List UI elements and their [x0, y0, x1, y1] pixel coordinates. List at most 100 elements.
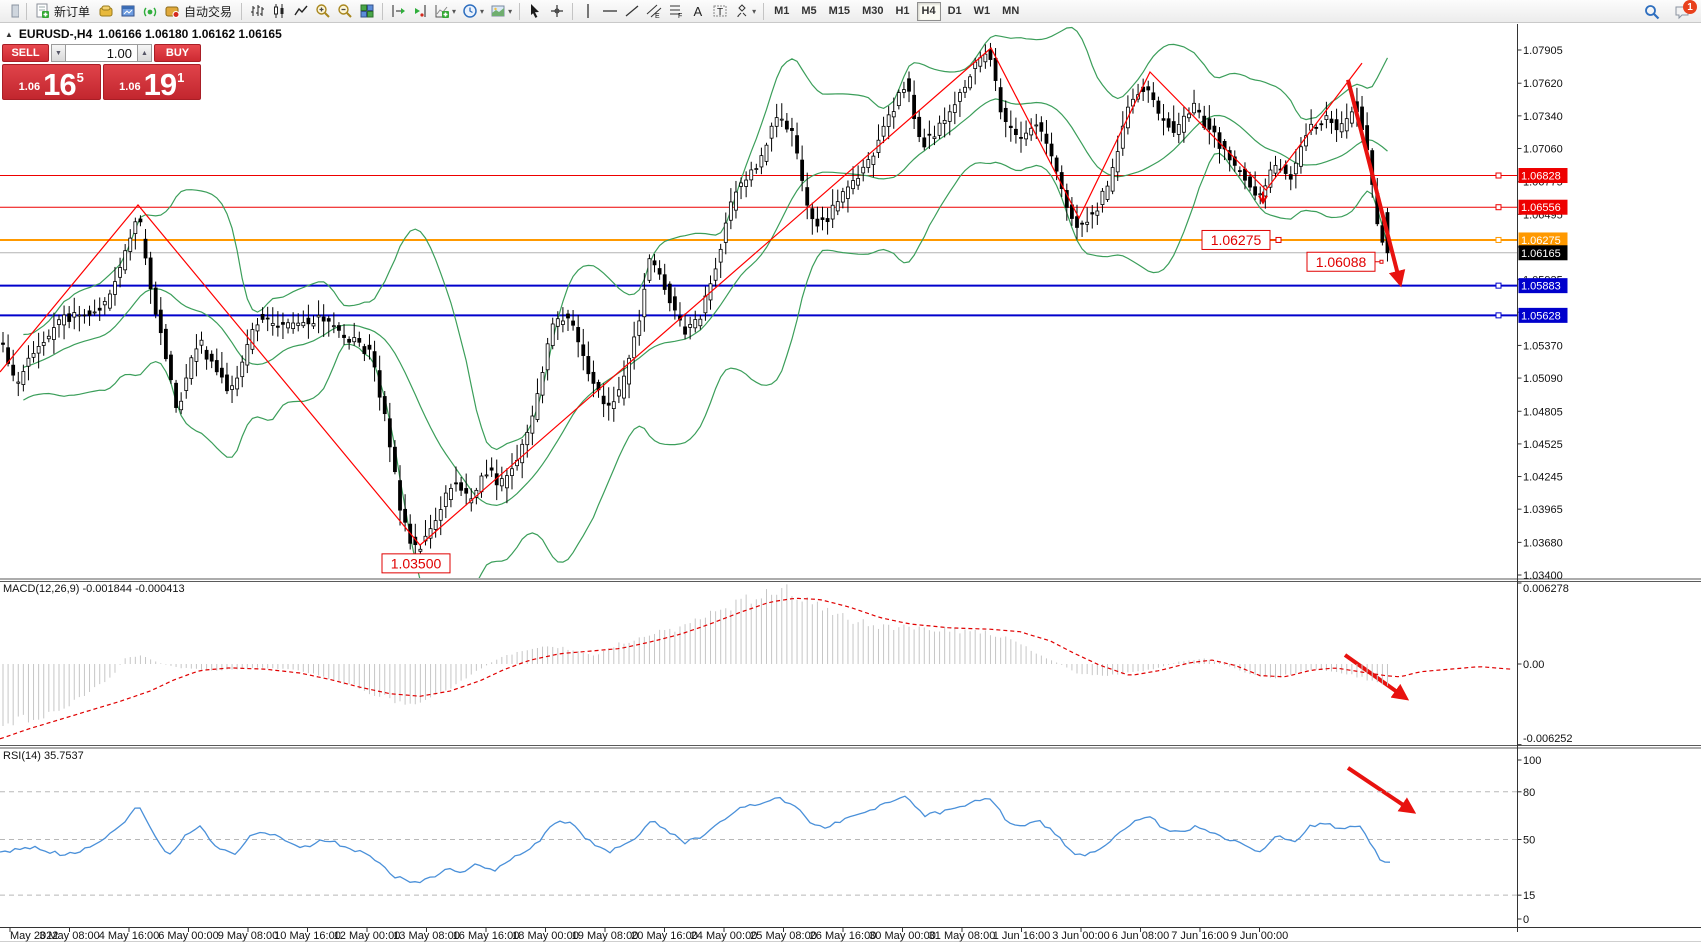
new-order-icon[interactable]	[32, 1, 52, 21]
notification-badge: 1	[1683, 0, 1697, 14]
svg-text:3 Jun 00:00: 3 Jun 00:00	[1052, 930, 1110, 942]
svg-text:16 May 16:00: 16 May 16:00	[453, 930, 520, 942]
bar-chart-icon[interactable]	[247, 1, 267, 21]
trend-line-icon[interactable]	[622, 1, 642, 21]
price-axis: 1.079051.076201.073401.070601.067751.064…	[1517, 45, 1573, 926]
candle-chart-icon[interactable]	[269, 1, 289, 21]
timeframe-h1[interactable]: H1	[895, 5, 910, 17]
line-chart-icon[interactable]	[291, 1, 311, 21]
timeframe-m15[interactable]: M15	[828, 5, 851, 17]
timeframe-m5[interactable]: M5	[801, 5, 817, 17]
svg-text:6 May 00:00: 6 May 00:00	[158, 930, 219, 942]
periods-clock-icon[interactable]	[460, 1, 480, 21]
shapes-icon[interactable]	[732, 1, 752, 21]
volume-increase-button[interactable]: ▲	[137, 44, 152, 62]
search-icon[interactable]	[1642, 2, 1662, 22]
text-label-icon[interactable]: T	[710, 1, 730, 21]
buy-button[interactable]: BUY	[154, 44, 201, 62]
periods-clock-dropdown[interactable]: ▾	[480, 6, 485, 16]
buy-price-tile[interactable]: 1.06 19 1	[102, 64, 201, 100]
svg-text:May 2022: May 2022	[10, 930, 58, 942]
template-image-dropdown[interactable]: ▾	[508, 6, 513, 16]
indicators-dropdown[interactable]: ▾	[452, 6, 457, 16]
svg-text:15: 15	[1523, 890, 1535, 902]
svg-text:10 May 16:00: 10 May 16:00	[274, 930, 341, 942]
crosshair-icon[interactable]	[547, 1, 567, 21]
timeframe-mn[interactable]: MN	[1002, 5, 1020, 17]
timeframe-m1[interactable]: M1	[774, 5, 790, 17]
sell-button[interactable]: SELL	[2, 44, 49, 62]
bollinger-bands	[23, 26, 1389, 578]
chart-shift-icon[interactable]	[388, 1, 408, 21]
toolbar-separator	[26, 2, 27, 20]
svg-text:1.03400: 1.03400	[1523, 570, 1563, 582]
svg-text:1 Jun 16:00: 1 Jun 16:00	[993, 930, 1051, 942]
chart-fragment-icon[interactable]	[1, 1, 21, 21]
volume-decrease-button[interactable]: ▼	[51, 44, 66, 62]
svg-text:3 May 08:00: 3 May 08:00	[39, 930, 100, 942]
panel-collapse-icon[interactable]: ▲	[5, 29, 13, 39]
charts-window-icon[interactable]	[118, 1, 138, 21]
toolbar-separator	[572, 2, 574, 20]
sell-price-sup: 5	[76, 70, 84, 85]
template-image-icon[interactable]	[488, 1, 508, 21]
svg-text:T: T	[717, 7, 723, 18]
timeframe-w1[interactable]: W1	[973, 5, 991, 17]
signals-icon[interactable]	[140, 1, 160, 21]
zoom-in-icon[interactable]	[313, 1, 333, 21]
auto-scroll-icon[interactable]	[410, 1, 430, 21]
svg-text:13 May 08:00: 13 May 08:00	[393, 930, 460, 942]
svg-text:20 May 16:00: 20 May 16:00	[631, 930, 698, 942]
svg-text:1.05628: 1.05628	[1521, 310, 1561, 322]
trend-arrows[interactable]	[1343, 79, 1417, 814]
toolbar-separator	[382, 2, 384, 20]
autotrade-label[interactable]: 自动交易	[184, 4, 233, 19]
gold-box-icon[interactable]	[96, 1, 116, 21]
timeframe-d1[interactable]: D1	[947, 5, 962, 17]
rsi-panel	[0, 791, 1518, 896]
buy-price-sup: 1	[177, 70, 185, 85]
svg-text:1.07060: 1.07060	[1523, 143, 1563, 155]
svg-text:9 May 08:00: 9 May 08:00	[218, 930, 279, 942]
cursor-icon[interactable]	[525, 1, 545, 21]
svg-text:4 May 16:00: 4 May 16:00	[99, 930, 160, 942]
svg-text:1.04805: 1.04805	[1523, 406, 1563, 418]
svg-text:25 May 08:00: 25 May 08:00	[750, 930, 817, 942]
svg-text:0.006278: 0.006278	[1523, 583, 1569, 595]
volume-field[interactable]: 1.00	[66, 44, 137, 62]
toolbar-separator	[519, 2, 521, 20]
svg-text:A: A	[694, 4, 703, 19]
timeframe-h4[interactable]: H4	[916, 1, 941, 21]
indicators-icon[interactable]	[432, 1, 452, 21]
fibonacci-icon[interactable]: F	[666, 1, 686, 21]
svg-text:26 May 16:00: 26 May 16:00	[810, 930, 877, 942]
price-annotations[interactable]: 1.06275 1.06088 1.03500	[381, 229, 1384, 574]
svg-text:9 Jun 00:00: 9 Jun 00:00	[1231, 930, 1289, 942]
tile-windows-icon[interactable]	[357, 1, 377, 21]
svg-text:6 Jun 08:00: 6 Jun 08:00	[1112, 930, 1170, 942]
chart-ticker: ▲ EURUSD-,H4 1.06166 1.06180 1.06162 1.0…	[5, 27, 282, 41]
volume-stepper: ▼ 1.00 ▲	[51, 44, 152, 62]
channel-icon[interactable]: E	[644, 1, 664, 21]
new-order-label[interactable]: 新订单	[54, 4, 91, 19]
autotrade-icon[interactable]	[162, 1, 182, 21]
sell-price-tile[interactable]: 1.06 16 5	[2, 64, 101, 100]
vertical-line-icon[interactable]	[578, 1, 598, 21]
trend-lines[interactable]	[0, 47, 1363, 546]
notifications-button[interactable]: 1	[1671, 0, 1697, 22]
svg-text:1.04245: 1.04245	[1523, 472, 1563, 484]
svg-text:1.03965: 1.03965	[1523, 504, 1563, 516]
horizontal-line-icon[interactable]	[600, 1, 620, 21]
main-toolbar: 新订单 自动交易 ▾ ▾ ▾ E F A T ▾ M1 M5 M15 M30 H1 H4 D1 W1 MN 1	[0, 0, 1701, 23]
toolbar-separator	[763, 2, 765, 20]
svg-text:RSI(14) 35.7537: RSI(14) 35.7537	[3, 750, 84, 762]
zoom-out-icon[interactable]	[335, 1, 355, 21]
sell-trade-marker	[1258, 191, 1268, 205]
toolbar-right-icons: 1	[1641, 0, 1697, 22]
timeframe-m30[interactable]: M30	[862, 5, 884, 17]
shapes-dropdown[interactable]: ▾	[752, 6, 757, 16]
svg-text:31 May 08:00: 31 May 08:00	[929, 930, 996, 942]
text-icon[interactable]: A	[688, 1, 708, 21]
